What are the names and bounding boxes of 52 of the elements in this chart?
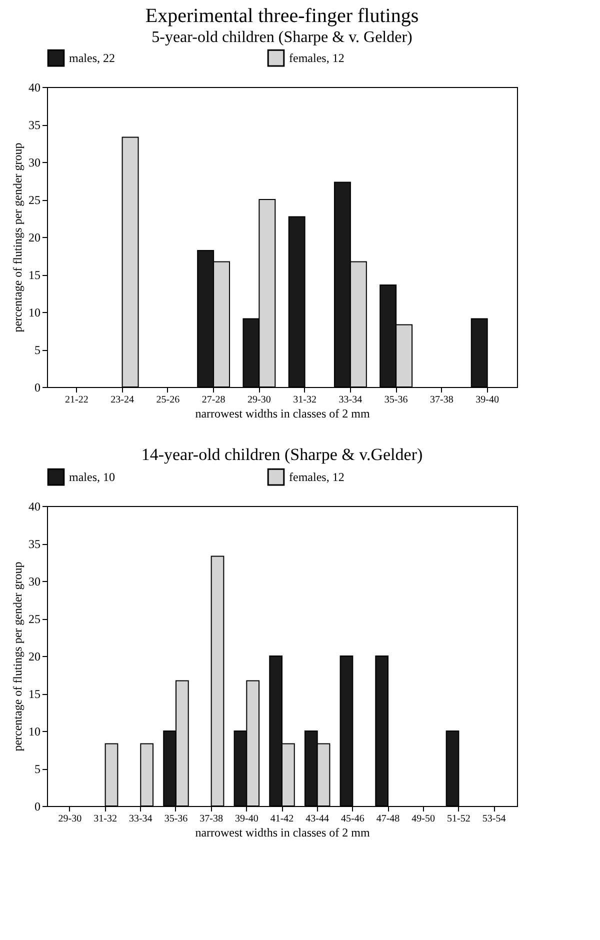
y-tick-label: 35: [28, 537, 40, 551]
x-tick-label: 39-40: [234, 814, 258, 824]
x-tick-label: 25-26: [156, 394, 180, 406]
x-tick-label: 51-52: [447, 814, 470, 824]
y-axis-title: percentage of flutings per gender group: [10, 142, 24, 332]
legend-label: females, 12: [289, 51, 344, 66]
y-tick-label: 25: [28, 612, 40, 626]
y-tick-label: 0: [34, 380, 40, 394]
x-tick-label: 29-30: [58, 814, 82, 824]
legend-label: females, 12: [289, 470, 344, 484]
chart-title: 14-year-old children (Sharpe & v.Gelder): [141, 445, 423, 464]
x-tick-label: 53-54: [482, 814, 506, 824]
y-tick-label: 35: [28, 118, 40, 132]
y-tick-label: 20: [28, 650, 40, 664]
x-tick-label: 33-34: [338, 394, 362, 406]
legend-label: males, 22: [69, 51, 115, 66]
y-tick-label: 5: [34, 762, 40, 776]
x-tick-label: 41-42: [270, 814, 294, 824]
y-tick-label: 40: [28, 500, 40, 514]
x-tick-label: 33-34: [128, 814, 152, 824]
x-tick-label: 49-50: [412, 814, 436, 824]
x-tick-label: 47-48: [376, 814, 400, 824]
y-tick-label: 15: [28, 268, 40, 282]
y-tick-label: 10: [28, 724, 40, 738]
x-tick-label: 43-44: [306, 814, 330, 824]
chart-subtitle: 5-year-old children (Sharpe & v. Gelder): [152, 29, 412, 46]
y-tick-label: 15: [28, 687, 40, 701]
x-tick-label: 29-30: [248, 394, 271, 406]
x-tick-label: 35-36: [164, 814, 188, 824]
y-tick-label: 10: [28, 306, 40, 320]
y-tick-label: 40: [28, 80, 40, 94]
y-tick-label: 30: [28, 156, 40, 170]
x-tick-label: 31-32: [94, 814, 117, 824]
y-tick-label: 25: [28, 193, 40, 207]
x-tick-label: 31-32: [293, 394, 316, 406]
x-tick-label: 37-38: [430, 394, 454, 406]
x-axis-title: narrowest widths in classes of 2 mm: [195, 826, 370, 840]
x-tick-label: 37-38: [200, 814, 223, 824]
x-axis-title: narrowest widths in classes of 2 mm: [195, 406, 370, 420]
y-axis-title: percentage of flutings per gender group: [10, 562, 24, 752]
x-tick-label: 23-24: [110, 394, 134, 406]
x-tick-label: 35-36: [384, 394, 408, 406]
legend-label: males, 10: [69, 470, 115, 484]
y-tick-label: 20: [28, 230, 40, 244]
y-tick-label: 0: [34, 800, 40, 814]
chart-title: Experimental three-finger flutings: [145, 5, 419, 27]
x-tick-label: 45-46: [341, 814, 364, 824]
x-tick-label: 21-22: [64, 394, 88, 406]
y-tick-label: 30: [28, 574, 40, 588]
x-tick-label: 27-28: [202, 394, 226, 406]
y-tick-label: 5: [34, 343, 40, 357]
x-tick-label: 39-40: [476, 394, 500, 406]
